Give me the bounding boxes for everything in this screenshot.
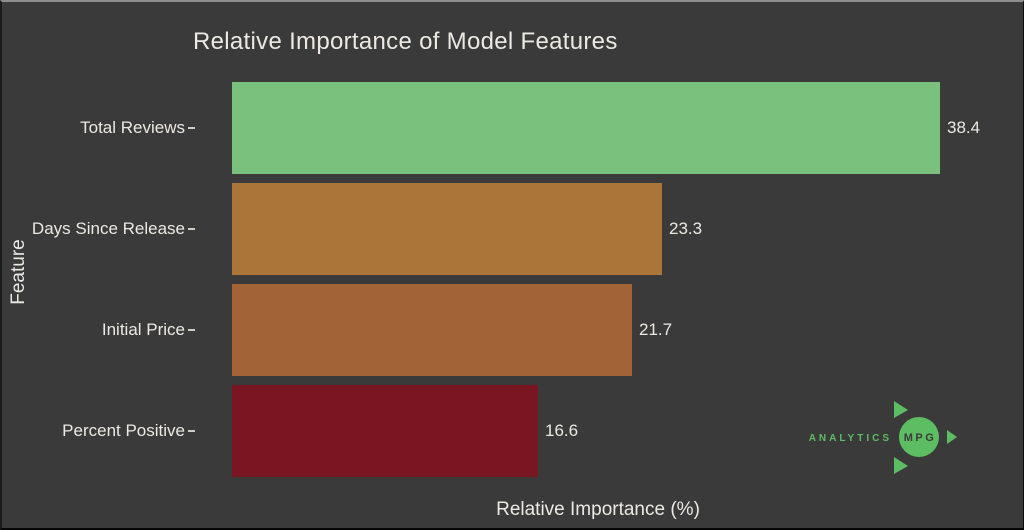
- bar-row-total-reviews: Total Reviews 38.4: [2, 82, 1023, 174]
- y-tick: [188, 228, 195, 230]
- chart-title: Relative Importance of Model Features: [193, 28, 618, 55]
- value-label-initial-price: 21.7: [639, 320, 673, 339]
- category-label-days-since-release: Days Since Release: [31, 219, 185, 238]
- bar-total-reviews: [232, 82, 940, 174]
- value-label-total-reviews: 38.4: [947, 118, 981, 137]
- logo-circle: [899, 417, 939, 457]
- logo-triangle-bottom-icon: [894, 457, 908, 474]
- value-label-percent-positive: 16.6: [545, 421, 579, 440]
- y-tick: [188, 127, 195, 129]
- y-tick: [188, 329, 195, 331]
- bar-row-initial-price: Initial Price 21.7: [2, 284, 1023, 376]
- bar-days-since-release: [232, 183, 662, 275]
- category-label-total-reviews: Total Reviews: [80, 118, 185, 137]
- bar-row-percent-positive: Percent Positive 16.6: [2, 385, 1023, 477]
- analytics-mpg-logo: ANALYTICS MPG: [809, 401, 957, 474]
- category-label-percent-positive: Percent Positive: [62, 421, 185, 440]
- logo-arrow-right-icon: [947, 430, 957, 444]
- bar-initial-price: [232, 284, 632, 376]
- bar-row-days-since-release: Days Since Release 23.3: [2, 183, 1023, 275]
- logo-mpg-text: MPG: [904, 432, 937, 444]
- category-label-initial-price: Initial Price: [101, 320, 185, 339]
- bar-percent-positive: [232, 385, 538, 477]
- value-label-days-since-release: 23.3: [669, 219, 703, 238]
- y-tick: [188, 430, 195, 432]
- x-axis-title: Relative Importance (%): [496, 499, 700, 520]
- logo-analytics-text: ANALYTICS: [809, 433, 892, 444]
- logo-triangle-top-icon: [894, 401, 908, 418]
